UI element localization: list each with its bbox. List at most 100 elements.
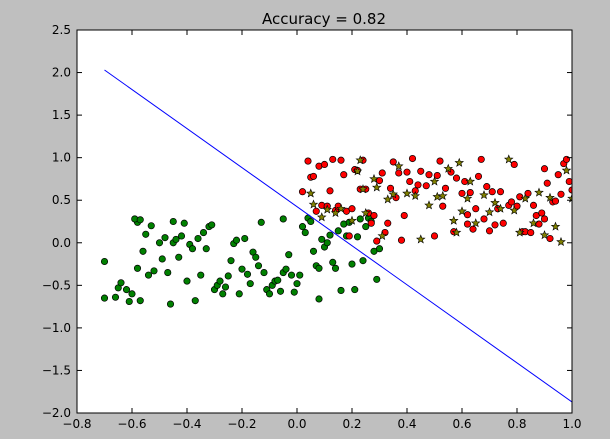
- red-point: [433, 171, 441, 180]
- green-point: [309, 247, 318, 255]
- red-point: [496, 188, 505, 196]
- star-point: [545, 192, 555, 202]
- green-point: [177, 232, 186, 240]
- red-point: [516, 193, 524, 201]
- star-point: [360, 207, 371, 218]
- green-point: [254, 262, 263, 270]
- green-point: [238, 265, 246, 273]
- red-point: [551, 197, 560, 205]
- red-point: [386, 184, 395, 192]
- green-point: [125, 297, 133, 306]
- green-point: [334, 227, 342, 235]
- green-point: [373, 275, 381, 283]
- red-point: [422, 182, 430, 190]
- chart-title: Accuracy = 0.82: [262, 10, 386, 28]
- green-point: [353, 233, 362, 241]
- red-point: [461, 177, 469, 186]
- star-point: [484, 207, 495, 217]
- star-point: [556, 236, 566, 246]
- green-point: [136, 297, 144, 305]
- green-point: [287, 271, 296, 279]
- green-point: [351, 286, 359, 294]
- green-point: [202, 245, 210, 253]
- y-tick-label: 2.0: [52, 66, 71, 80]
- green-point: [337, 286, 345, 294]
- green-point: [331, 264, 340, 272]
- star-point: [503, 154, 514, 164]
- star-point: [550, 221, 561, 231]
- star-point: [415, 234, 426, 244]
- red-point: [378, 169, 386, 177]
- red-point: [480, 215, 488, 223]
- green-point: [155, 239, 164, 247]
- decision-boundary-line: [104, 69, 572, 403]
- x-tick-label: 1.0: [562, 417, 581, 431]
- red-point: [406, 177, 414, 186]
- star-point: [470, 218, 481, 228]
- green-point: [307, 217, 315, 226]
- red-point: [430, 232, 439, 240]
- green-point: [279, 215, 287, 223]
- green-point: [301, 229, 309, 237]
- x-tick-label: −0.2: [227, 417, 256, 431]
- red-point: [452, 174, 461, 182]
- star-point: [424, 200, 434, 210]
- star-point: [377, 230, 388, 241]
- x-tick-label: 0.8: [507, 417, 526, 431]
- red-point: [472, 205, 480, 213]
- green-point: [246, 280, 254, 288]
- green-point: [199, 229, 208, 237]
- plot-frame: [76, 29, 573, 414]
- star-point: [316, 212, 327, 222]
- axes: −0.8 −0.6 −0.4 −0.2 0.0 0.2 0.4 0.6 0.8 1.0 −2.0 −1…: [42, 23, 582, 431]
- green-point: [208, 221, 216, 229]
- green-point: [194, 234, 202, 243]
- x-tick-label: 0.4: [397, 417, 416, 431]
- star-point: [358, 184, 368, 194]
- red-point: [540, 215, 549, 223]
- x-tick-label: 0.0: [287, 417, 306, 431]
- red-point: [384, 219, 392, 227]
- green-point: [265, 290, 274, 298]
- red-point: [463, 220, 472, 228]
- red-point: [304, 157, 312, 165]
- green-point: [183, 277, 191, 285]
- green-point: [133, 264, 142, 272]
- green-point: [323, 239, 331, 247]
- red-point: [389, 158, 397, 166]
- star-point: [534, 187, 544, 197]
- red-point: [340, 171, 348, 179]
- red-point: [485, 227, 494, 235]
- red-point: [477, 155, 485, 163]
- red-point: [367, 219, 375, 227]
- star-point: [465, 176, 476, 186]
- green-point: [232, 236, 241, 244]
- star-point: [305, 188, 316, 198]
- red-point: [469, 225, 477, 233]
- red-point: [524, 189, 532, 197]
- green-point: [161, 234, 169, 242]
- green-point: [197, 271, 205, 279]
- red-point: [425, 171, 433, 179]
- green-point: [276, 287, 285, 295]
- red-point: [529, 201, 538, 209]
- green-point: [315, 295, 323, 303]
- green-point: [111, 293, 120, 301]
- red-point: [538, 209, 546, 217]
- red-point: [395, 169, 403, 177]
- red-point: [373, 237, 381, 245]
- star-point: [479, 190, 489, 200]
- star-point: [451, 227, 462, 237]
- red-point: [565, 177, 572, 186]
- green-point: [356, 215, 364, 223]
- red-point: [527, 229, 535, 237]
- green-point: [359, 257, 367, 265]
- y-tick-label: −2.0: [42, 406, 71, 420]
- star-point: [514, 227, 525, 237]
- red-point: [417, 167, 425, 175]
- red-point: [326, 187, 334, 195]
- green-point: [326, 231, 334, 239]
- green-point: [329, 258, 337, 266]
- star-point: [336, 203, 346, 213]
